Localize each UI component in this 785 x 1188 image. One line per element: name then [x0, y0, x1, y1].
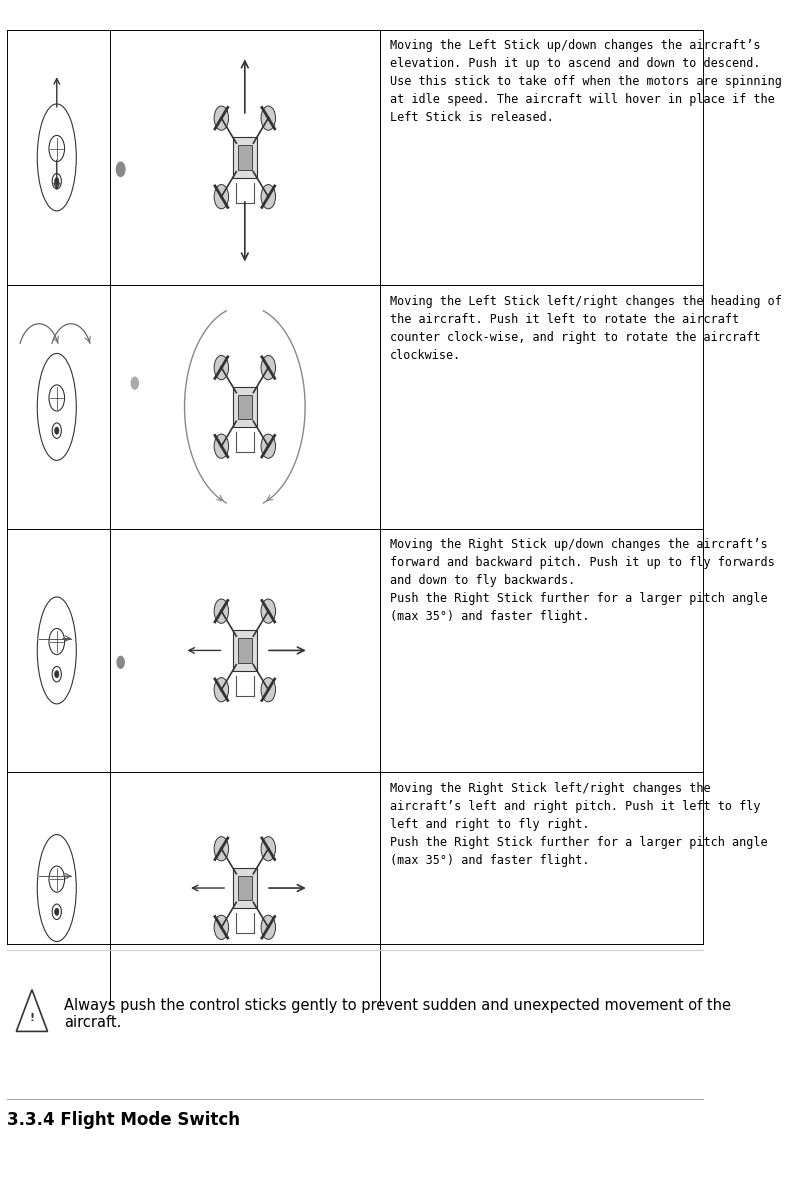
- Circle shape: [116, 163, 125, 177]
- Circle shape: [214, 106, 228, 131]
- Text: !: !: [29, 1013, 35, 1023]
- Circle shape: [214, 434, 228, 459]
- Text: Moving the Right Stick up/down changes the aircraft’s forward and backward pitch: Moving the Right Stick up/down changes t…: [390, 538, 775, 624]
- Circle shape: [117, 656, 124, 668]
- Text: Moving the Left Stick up/down changes the aircraft’s elevation. Push it up to as: Moving the Left Stick up/down changes th…: [390, 39, 782, 125]
- FancyBboxPatch shape: [238, 394, 252, 419]
- Text: Always push the control sticks gently to prevent sudden and unexpected movement : Always push the control sticks gently to…: [64, 998, 731, 1030]
- Circle shape: [261, 184, 276, 209]
- Circle shape: [261, 836, 276, 861]
- FancyBboxPatch shape: [233, 138, 257, 178]
- FancyBboxPatch shape: [238, 145, 252, 170]
- Circle shape: [214, 599, 228, 624]
- Circle shape: [261, 915, 276, 940]
- Text: Moving the Right Stick left/right changes the aircraft’s left and right pitch. P: Moving the Right Stick left/right change…: [390, 782, 768, 867]
- Circle shape: [214, 184, 228, 209]
- Text: 3.3.4 Flight Mode Switch: 3.3.4 Flight Mode Switch: [7, 1111, 240, 1129]
- Circle shape: [55, 178, 59, 185]
- FancyBboxPatch shape: [238, 638, 252, 663]
- Circle shape: [261, 599, 276, 624]
- Circle shape: [214, 355, 228, 380]
- Circle shape: [55, 670, 59, 677]
- FancyBboxPatch shape: [233, 387, 257, 428]
- Circle shape: [261, 355, 276, 380]
- Circle shape: [55, 428, 59, 435]
- Circle shape: [261, 677, 276, 702]
- Circle shape: [214, 915, 228, 940]
- FancyBboxPatch shape: [238, 876, 252, 901]
- Circle shape: [261, 106, 276, 131]
- Circle shape: [214, 677, 228, 702]
- Circle shape: [214, 836, 228, 861]
- Circle shape: [55, 908, 59, 915]
- FancyBboxPatch shape: [233, 867, 257, 908]
- Circle shape: [131, 378, 138, 390]
- Text: Moving the Left Stick left/right changes the heading of the aircraft. Push it le: Moving the Left Stick left/right changes…: [390, 295, 782, 361]
- Circle shape: [261, 434, 276, 459]
- FancyBboxPatch shape: [233, 630, 257, 670]
